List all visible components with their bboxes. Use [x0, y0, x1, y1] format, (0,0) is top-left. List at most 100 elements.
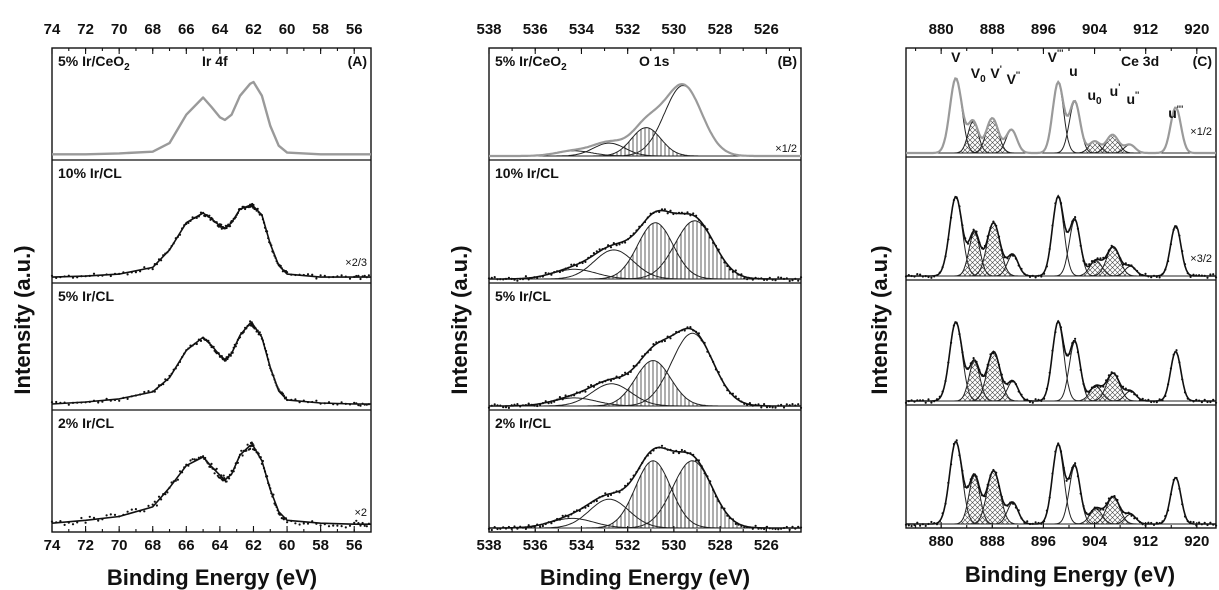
data-point — [1074, 462, 1077, 465]
data-point — [788, 528, 791, 531]
peak-label: u' — [1110, 82, 1121, 99]
data-point — [751, 527, 754, 530]
data-point — [363, 524, 366, 527]
data-point — [160, 383, 163, 387]
data-point — [220, 355, 223, 358]
data-point — [284, 396, 288, 399]
data-point — [355, 274, 358, 278]
data-point — [63, 401, 66, 404]
data-point — [281, 392, 284, 395]
data-point — [97, 519, 100, 522]
x-tick-label-bottom: 64 — [212, 537, 229, 554]
data-point — [298, 273, 301, 276]
data-point — [157, 258, 161, 261]
x-tick-label-top: 68 — [144, 21, 161, 38]
data-point — [235, 213, 238, 216]
data-point — [274, 256, 277, 259]
scale-note: ×2 — [354, 507, 367, 519]
x-tick-label-top: 60 — [279, 21, 296, 38]
data-point — [227, 356, 230, 359]
peak-label: V''' — [1048, 48, 1064, 65]
data-point — [134, 271, 137, 274]
data-point — [178, 233, 182, 236]
data-point — [524, 275, 528, 278]
data-point — [92, 272, 96, 275]
data-point — [306, 273, 310, 276]
data-point — [323, 523, 326, 526]
data-point — [327, 401, 331, 404]
data-point — [76, 401, 79, 404]
data-point — [63, 275, 66, 278]
data-point — [1099, 257, 1102, 260]
x-tick-label-bottom: 530 — [661, 537, 686, 554]
data-point — [245, 327, 248, 330]
data-point — [359, 404, 362, 407]
data-point — [302, 399, 305, 402]
data-point — [193, 216, 196, 219]
data-point — [361, 275, 364, 278]
data-point — [187, 464, 190, 467]
plot-frame — [905, 47, 1217, 529]
data-point — [59, 401, 62, 404]
data-point — [493, 403, 496, 406]
sample-label: 5% Ir/CeO2 — [58, 53, 130, 73]
x-tick-label-top: 56 — [346, 21, 363, 38]
data-point — [590, 384, 593, 387]
data-point — [195, 342, 198, 346]
data-point — [176, 478, 179, 481]
data-point — [195, 216, 198, 219]
data-point — [134, 394, 137, 397]
data-point — [113, 398, 117, 402]
data-point — [151, 268, 154, 271]
data-point — [126, 510, 129, 513]
data-point — [332, 275, 335, 279]
data-point — [134, 508, 137, 511]
data-point — [344, 526, 347, 529]
data-point — [170, 481, 173, 484]
data-point — [306, 522, 310, 525]
data-point — [168, 248, 171, 251]
data-point — [272, 493, 275, 496]
x-tick-label-bottom: 526 — [754, 537, 779, 554]
data-point — [527, 278, 530, 281]
data-point — [359, 524, 362, 527]
data-point — [67, 521, 70, 524]
data-point — [209, 465, 212, 468]
data-point — [799, 406, 803, 409]
data-point — [516, 279, 519, 282]
x-tick-label-bottom: 74 — [44, 537, 61, 554]
data-point — [1192, 521, 1195, 524]
envelope-line — [906, 194, 1216, 277]
data-point — [265, 349, 268, 353]
scale-note: ×2/3 — [345, 257, 367, 269]
data-point — [536, 404, 539, 408]
data-point — [286, 271, 289, 274]
series-1: 5% Ir/CeO2 ×1/2 — [489, 53, 801, 158]
data-point — [797, 279, 800, 282]
data-point — [282, 394, 285, 397]
data-point — [215, 467, 218, 470]
data-point — [244, 207, 247, 211]
data-point — [231, 351, 234, 354]
component-peak — [906, 390, 1216, 402]
data-point — [174, 479, 177, 482]
data-point — [228, 225, 232, 228]
data-point — [118, 272, 121, 275]
component-fill — [489, 460, 801, 528]
data-point — [183, 352, 186, 355]
data-point — [260, 214, 263, 217]
envelope-line — [52, 80, 371, 156]
data-point — [219, 225, 222, 228]
x-tick-label-top: 528 — [708, 21, 733, 38]
data-point — [221, 479, 225, 482]
envelope-line — [489, 327, 801, 407]
data-point — [255, 209, 258, 212]
data-point — [275, 505, 278, 509]
data-point — [225, 356, 228, 359]
data-point — [550, 401, 553, 404]
component-peak — [906, 465, 1216, 525]
data-point — [155, 504, 158, 507]
data-point — [1074, 216, 1077, 219]
data-point — [80, 401, 83, 404]
data-point — [1026, 520, 1029, 523]
